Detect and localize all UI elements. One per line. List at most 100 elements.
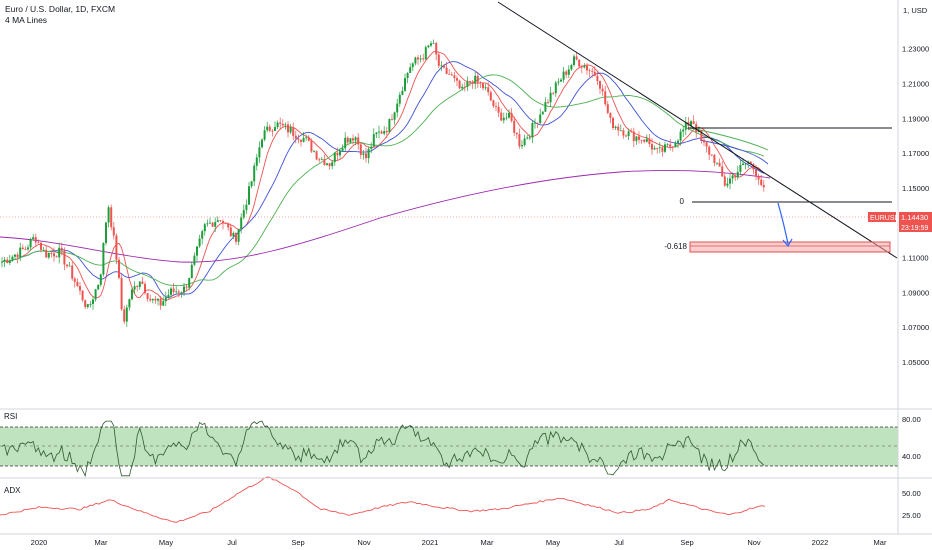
moving-averages <box>0 50 771 301</box>
candle-body <box>313 151 315 153</box>
price-tag-symbol-bg <box>868 212 896 222</box>
candle-body <box>307 137 310 141</box>
candle-body <box>469 81 471 83</box>
candle-body <box>734 175 737 178</box>
candle-body <box>289 127 292 133</box>
rsi-line <box>1 420 765 478</box>
candle-body <box>726 183 729 186</box>
candle-body <box>539 114 542 123</box>
candle-body <box>94 289 97 300</box>
candle-body <box>679 131 682 141</box>
candle-body <box>612 117 614 128</box>
adx-tick-50: 50.00 <box>902 489 921 498</box>
candle-body <box>482 83 484 89</box>
candle-body <box>50 252 53 254</box>
candle-body <box>6 259 9 263</box>
candle-body <box>424 47 427 60</box>
time-tick-label: Jul <box>227 538 237 547</box>
candle-body <box>544 102 547 112</box>
candle-body <box>55 256 58 258</box>
candle-body <box>24 249 27 250</box>
candle-body <box>310 140 313 152</box>
candle-body <box>541 111 544 115</box>
candle-body <box>183 286 185 293</box>
candle-body <box>609 112 612 118</box>
candle-body <box>554 82 557 94</box>
candle-body <box>175 291 178 293</box>
candle-body <box>354 137 357 141</box>
candle-body <box>513 120 516 133</box>
candle-body <box>549 92 552 103</box>
candle-body <box>643 139 646 142</box>
projection-arrow <box>777 202 789 245</box>
candle-body <box>346 137 349 143</box>
price-tick-label: 1.23000 <box>902 45 929 54</box>
candle-body <box>671 146 674 148</box>
candle-body <box>115 235 118 260</box>
price-tick-label: 1.05000 <box>902 358 929 367</box>
candle-body <box>71 265 74 279</box>
time-tick-label: 2022 <box>812 538 829 547</box>
candle-body <box>133 286 136 290</box>
candle-body <box>489 92 492 101</box>
candle-body <box>112 227 115 236</box>
candle-body <box>651 143 653 150</box>
candle-body <box>188 278 191 288</box>
fib-ext-label: -0.618 <box>664 242 687 251</box>
price-axis[interactable]: 1.230001.210001.190001.170001.150001.130… <box>902 45 929 367</box>
candle-body <box>274 127 276 131</box>
candle-body <box>162 301 165 306</box>
candle-body <box>42 249 45 251</box>
time-tick-label: May <box>546 538 560 547</box>
price-tick-label: 1.15000 <box>902 184 929 193</box>
candle-body <box>508 112 510 118</box>
candle-body <box>125 307 128 322</box>
candle-body <box>263 130 266 140</box>
candle-body <box>380 131 383 134</box>
trendline[interactable] <box>497 1 898 259</box>
candle-body <box>367 148 370 159</box>
candle-body <box>518 134 521 147</box>
ma-green-line <box>1 74 764 287</box>
candle-body <box>107 207 110 223</box>
candle-body <box>586 65 588 71</box>
candle-body <box>752 164 755 170</box>
price-tick-label: 1.07000 <box>902 323 929 332</box>
candle-body <box>450 74 453 76</box>
candle-body <box>284 124 287 126</box>
candle-body <box>443 65 445 68</box>
indicator-title[interactable]: 4 MA Lines <box>5 15 48 25</box>
ma-blue-tail <box>699 139 769 165</box>
candle-body <box>575 56 578 60</box>
time-axis[interactable]: 2020 Mar May Jul Sep Nov 2021 Mar May Jul Sep Nov 20… <box>31 538 887 547</box>
candle-body <box>422 58 425 60</box>
candle-body <box>222 221 224 224</box>
symbol-title[interactable]: Euro / U.S. Dollar, 1D, FXCM <box>5 4 116 14</box>
candle-body <box>300 139 302 142</box>
candle-body <box>606 104 609 113</box>
candle-body <box>437 54 440 66</box>
candle-body <box>396 103 399 113</box>
time-tick-label: May <box>159 538 173 547</box>
candle-body <box>599 80 601 89</box>
candle-body <box>713 154 716 164</box>
candle-body <box>359 144 362 155</box>
candle-body <box>664 144 666 152</box>
projection-arrow-head <box>782 238 793 248</box>
time-tick-label: Sep <box>680 538 693 547</box>
candle-body <box>560 79 562 82</box>
candle-body <box>86 304 89 308</box>
candle-body <box>237 229 240 242</box>
candle-body <box>279 122 282 124</box>
price-tick-label: 1.17000 <box>902 149 929 158</box>
candle-body <box>128 299 131 308</box>
candle-body <box>684 122 687 130</box>
candle-body <box>552 92 555 94</box>
price-axis-unit[interactable]: 1, USD <box>903 6 928 15</box>
candle-body <box>19 247 22 258</box>
candle-body <box>614 126 617 128</box>
candle-body <box>151 298 154 301</box>
candle-body <box>578 59 581 67</box>
candle-body <box>562 71 565 80</box>
